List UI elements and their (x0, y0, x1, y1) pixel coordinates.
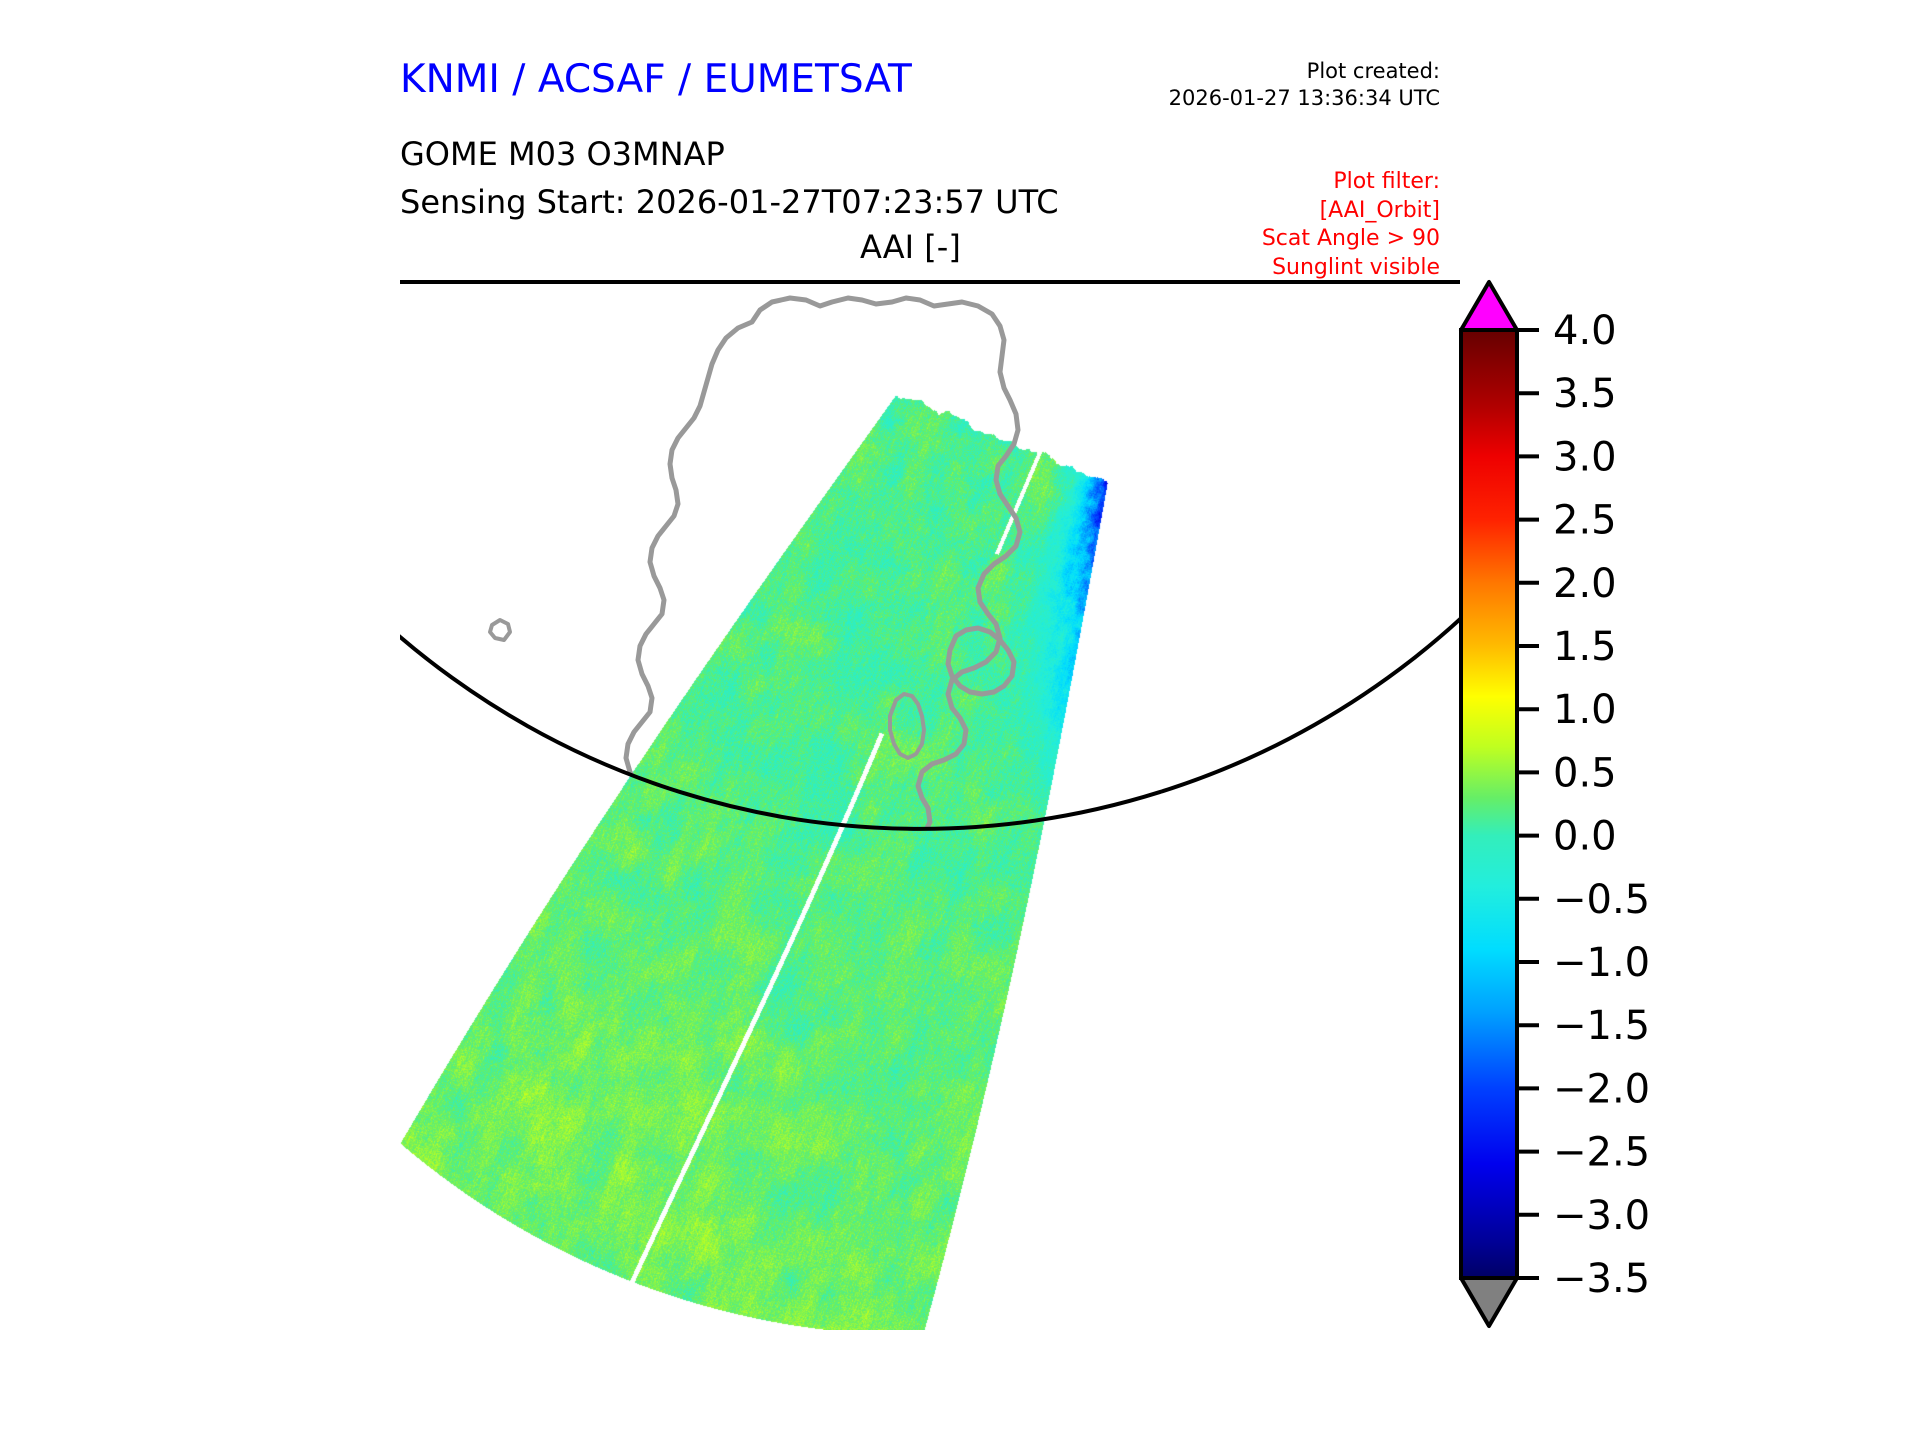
plot-filter-block: Plot filter: [AAI_Orbit] Scat Angle > 90… (1262, 168, 1440, 282)
colorbar-tick-label-14: −3.0 (1553, 1193, 1650, 1239)
colorbar-over-arrow (1459, 280, 1519, 332)
plot-filter-line-0: [AAI_Orbit] (1319, 197, 1440, 223)
data-swath (400, 280, 1460, 1330)
colorbar-tick-label-13: −2.5 (1553, 1130, 1650, 1176)
colorbar-tick-label-7: 0.5 (1553, 750, 1617, 796)
island-outline (888, 692, 926, 760)
colorbar-tick-label-9: −0.5 (1553, 877, 1650, 923)
map-overlay (400, 280, 1460, 831)
plot-created-timestamp: 2026-01-27 13:36:34 UTC (1168, 85, 1440, 110)
map-boundary (400, 280, 1460, 831)
colorbar-tick-label-8: 0.0 (1553, 814, 1617, 860)
colorbar-tick-label-11: −1.5 (1553, 1003, 1650, 1049)
colorbar-tick-label-15: −3.5 (1553, 1256, 1650, 1302)
small-island-outline (488, 618, 512, 642)
plot-created-label: Plot created: (1306, 59, 1440, 83)
plot-created-block: Plot created: 2026-01-27 13:36:34 UTC (1169, 58, 1440, 112)
colorbar-tick-label-3: 2.5 (1553, 498, 1617, 544)
colorbar-body (1459, 328, 1519, 1280)
sensing-start: Sensing Start: 2026-01-27T07:23:57 UTC (400, 183, 1059, 221)
ice-shelf-outline (945, 625, 1017, 697)
plot-filter-title: Plot filter: (1333, 169, 1440, 194)
colorbar-tick-label-2: 3.0 (1553, 434, 1617, 480)
antarctic-coastline (561, 295, 1023, 829)
organisation-title: KNMI / ACSAF / EUMETSAT (400, 57, 912, 102)
colorbar-tick-label-10: −1.0 (1553, 940, 1650, 986)
map-area (400, 280, 1460, 1330)
coastline-group (488, 295, 1023, 829)
plot-filter-line-2: Sunglint visible (1272, 254, 1440, 280)
colorbar-tick-label-12: −2.0 (1553, 1066, 1650, 1112)
colorbar-area: 4.0 3.5 3.0 2.5 2.0 1.5 1.0 0.5 0.0 −0.5 −1.0 −1.5 −… (1455, 278, 1875, 1338)
plot-title: AAI [-] (860, 228, 961, 266)
colorbar-tick-label-6: 1.0 (1553, 687, 1617, 733)
colorbar-tick-label-1: 3.5 (1553, 371, 1617, 417)
colorbar-ticks: 4.0 3.5 3.0 2.5 2.0 1.5 1.0 0.5 0.0 −0.5 −1.0 −1.5 −… (1517, 308, 1650, 1302)
product-name: GOME M03 O3MNAP (400, 135, 725, 173)
plot-filter-line-1: Scat Angle > 90 (1261, 226, 1440, 252)
colorbar-tick-label-4: 2.0 (1553, 561, 1617, 607)
colorbar-under-arrow (1459, 1276, 1519, 1328)
colorbar-tick-label-5: 1.5 (1553, 624, 1617, 670)
colorbar-tick-label-0: 4.0 (1553, 308, 1617, 354)
